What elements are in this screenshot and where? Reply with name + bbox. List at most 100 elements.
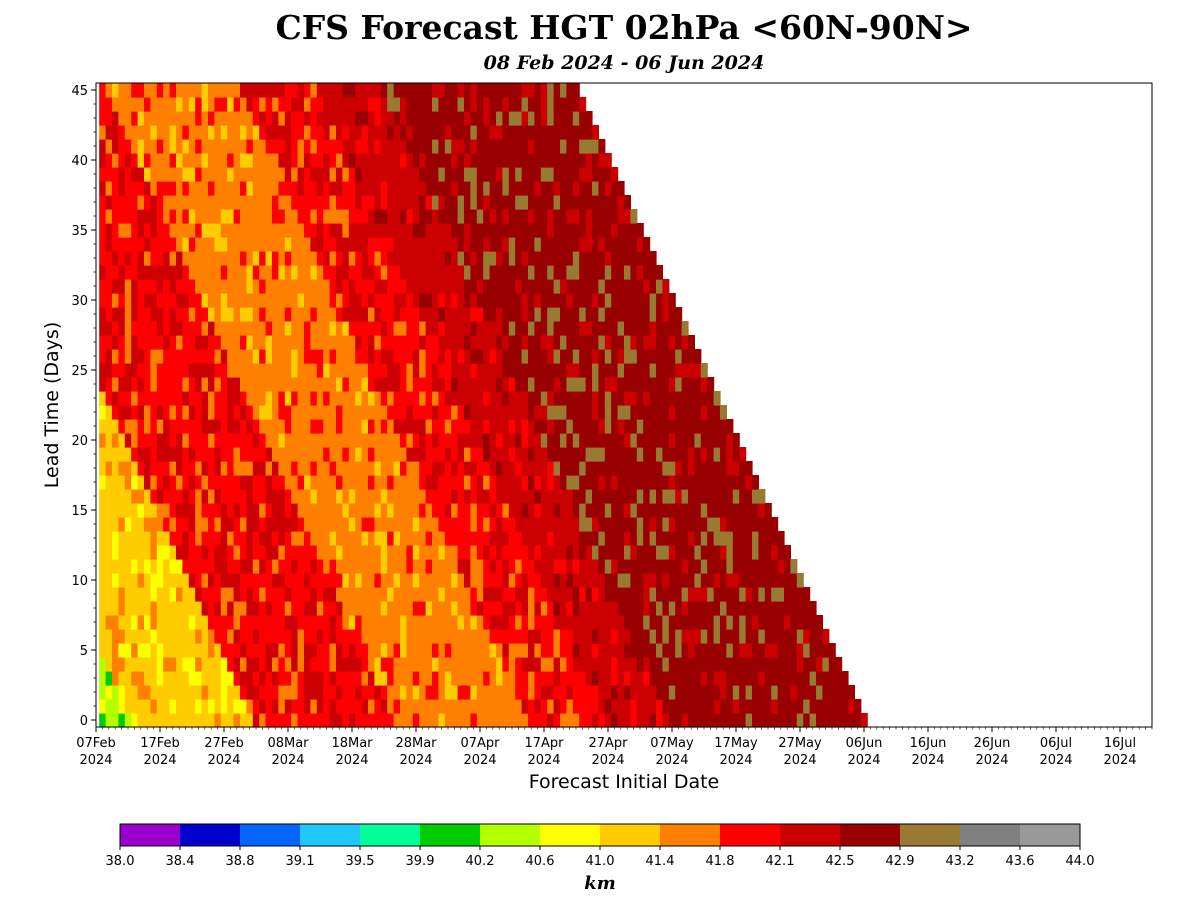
heatmap-cell xyxy=(169,349,177,364)
heatmap-cell xyxy=(316,433,324,448)
heatmap-cell xyxy=(598,181,606,196)
heatmap-cell xyxy=(342,699,350,714)
heatmap-cell xyxy=(310,167,318,182)
heatmap-cell xyxy=(316,503,324,518)
heatmap-cell xyxy=(233,629,241,644)
heatmap-cell xyxy=(393,601,401,616)
heatmap-cell xyxy=(745,489,753,504)
heatmap-cell xyxy=(137,489,145,504)
heatmap-cell xyxy=(438,335,446,350)
heatmap-cell xyxy=(598,531,606,546)
heatmap-cell xyxy=(112,391,119,406)
heatmap-cell xyxy=(208,671,215,686)
heatmap-cell xyxy=(540,405,548,420)
heatmap-cell xyxy=(240,335,247,350)
heatmap-cell xyxy=(624,685,631,700)
heatmap-cell xyxy=(553,391,561,406)
heatmap-cell xyxy=(489,307,497,322)
heatmap-cell xyxy=(329,573,337,588)
heatmap-cell xyxy=(169,685,177,700)
heatmap-cell xyxy=(579,167,587,182)
heatmap-cell xyxy=(732,517,740,532)
heatmap-cell xyxy=(214,195,222,210)
heatmap-cell xyxy=(732,447,740,462)
heatmap-cell xyxy=(233,643,241,658)
heatmap-cell xyxy=(336,475,343,490)
heatmap-cell xyxy=(137,125,145,140)
heatmap-cell xyxy=(630,279,638,294)
heatmap-cell xyxy=(201,461,209,476)
heatmap-cell xyxy=(579,265,587,280)
heatmap-cell xyxy=(188,335,196,350)
heatmap-cell xyxy=(272,195,279,210)
heatmap-cell xyxy=(176,629,183,644)
heatmap-cell xyxy=(368,237,375,252)
heatmap-cell xyxy=(675,517,683,532)
heatmap-cell xyxy=(329,587,337,602)
heatmap-cell xyxy=(470,657,478,672)
heatmap-cell xyxy=(540,391,548,406)
heatmap-cell xyxy=(316,531,324,546)
heatmap-cell xyxy=(182,433,190,448)
heatmap-cell xyxy=(188,573,196,588)
heatmap-cell xyxy=(163,699,171,714)
heatmap-cell xyxy=(476,391,484,406)
heatmap-cell xyxy=(732,713,740,728)
heatmap-cell xyxy=(489,363,497,378)
heatmap-cell xyxy=(630,307,638,322)
heatmap-cell xyxy=(240,629,247,644)
heatmap-cell xyxy=(444,461,452,476)
heatmap-cell xyxy=(393,321,401,336)
heatmap-cell xyxy=(547,671,555,686)
x-tick-label-year: 2024 xyxy=(591,753,624,768)
heatmap-cell xyxy=(131,531,139,546)
heatmap-cell xyxy=(265,615,273,630)
heatmap-cell xyxy=(304,251,311,266)
heatmap-cell xyxy=(470,83,478,98)
heatmap-cell xyxy=(489,713,497,728)
heatmap-cell xyxy=(681,489,689,504)
heatmap-cell xyxy=(374,699,382,714)
heatmap-cell xyxy=(598,671,606,686)
heatmap-cell xyxy=(419,713,427,728)
heatmap-cell xyxy=(636,419,644,434)
heatmap-cell xyxy=(220,97,228,112)
heatmap-cell xyxy=(726,475,734,490)
heatmap-cell xyxy=(649,391,657,406)
heatmap-cell xyxy=(118,125,126,140)
heatmap-cell xyxy=(438,433,446,448)
colorbar-tick-label: 41.0 xyxy=(586,854,615,869)
heatmap-cell xyxy=(195,307,203,322)
heatmap-cell xyxy=(368,195,375,210)
heatmap-cell xyxy=(137,209,145,224)
heatmap-cell xyxy=(598,223,606,238)
heatmap-cell xyxy=(476,405,484,420)
heatmap-cell xyxy=(348,139,356,154)
heatmap-cell xyxy=(374,433,382,448)
heatmap-cell xyxy=(393,489,401,504)
heatmap-cell xyxy=(368,83,375,98)
heatmap-cell xyxy=(547,713,555,728)
heatmap-cell xyxy=(470,223,478,238)
heatmap-cell xyxy=(457,461,465,476)
heatmap-cell xyxy=(726,419,734,434)
heatmap-cell xyxy=(592,601,599,616)
heatmap-cell xyxy=(195,643,203,658)
heatmap-cell xyxy=(348,83,356,98)
heatmap-cell xyxy=(579,545,587,560)
heatmap-cell xyxy=(105,237,113,252)
heatmap-cell xyxy=(124,391,132,406)
heatmap-cell xyxy=(304,377,311,392)
heatmap-cell xyxy=(169,209,177,224)
heatmap-cell xyxy=(163,601,171,616)
heatmap-cell xyxy=(131,279,139,294)
heatmap-cell xyxy=(643,685,651,700)
heatmap-cell xyxy=(214,545,222,560)
heatmap-cell xyxy=(662,461,670,476)
heatmap-cell xyxy=(214,181,222,196)
heatmap-cell xyxy=(419,279,427,294)
heatmap-cell xyxy=(252,657,260,672)
heatmap-cell xyxy=(233,349,241,364)
heatmap-cell xyxy=(432,251,439,266)
heatmap-cell xyxy=(419,489,427,504)
